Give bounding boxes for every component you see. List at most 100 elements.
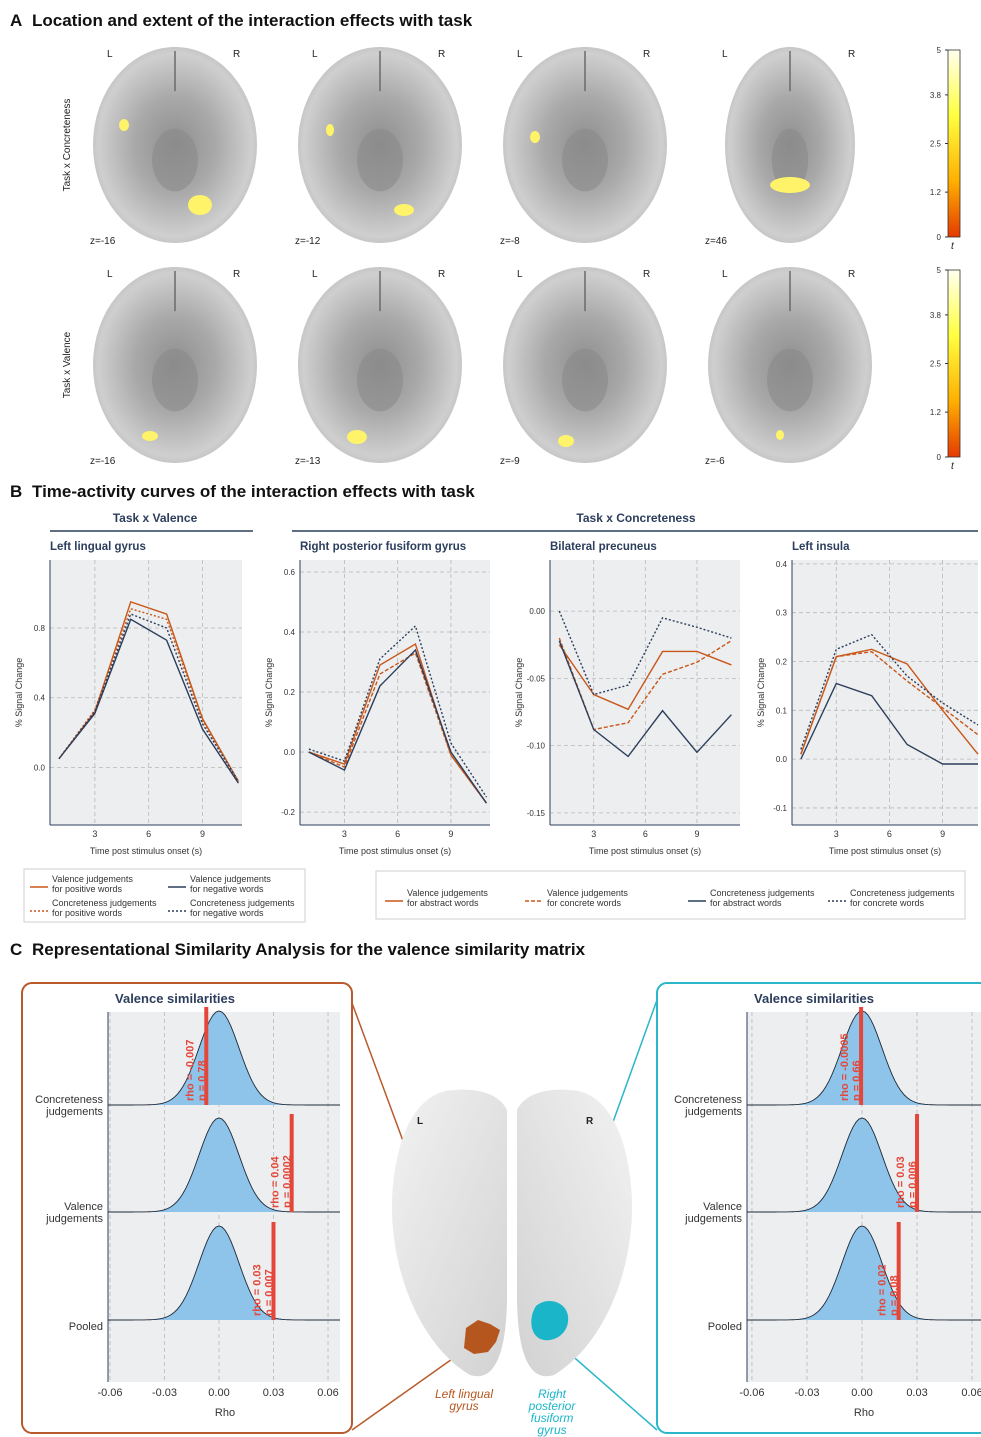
series-line [58, 618, 239, 784]
x-tick-label: -0.03 [794, 1387, 819, 1399]
p-label: p = 0.66 [851, 1060, 863, 1101]
left-label: L [107, 269, 113, 280]
colorbar-label: t [951, 461, 955, 472]
series-line [308, 651, 488, 804]
colorbar-tick-label: 0 [937, 453, 942, 462]
hemisphere-label: R [586, 1116, 594, 1127]
hemisphere [391, 1089, 507, 1377]
legend-label: Concreteness judgements for concrete word… [850, 888, 955, 908]
x-axis-label: Time post stimulus onset (s) [90, 846, 202, 856]
chart-title: Left lingual gyrus [50, 541, 146, 553]
null-distribution-outline [747, 1225, 981, 1321]
series-line [308, 624, 488, 798]
legend-box [23, 868, 306, 923]
brain-inner [357, 348, 403, 412]
series-line [558, 644, 732, 711]
brain-inner [562, 348, 608, 412]
row-label: Concreteness judgements [674, 1094, 742, 1118]
row-label: Valence judgements [45, 1201, 103, 1225]
series-line [558, 640, 732, 758]
y-tick-label: 0.4 [776, 560, 788, 569]
right-label: R [643, 49, 650, 60]
activation-blob [558, 435, 574, 447]
panel-letter: A [10, 11, 22, 30]
right-label: R [438, 49, 445, 60]
colorbar-tick-label: 5 [937, 266, 942, 275]
colorbar-tick-label: 0 [937, 233, 942, 242]
activation-blob [770, 177, 810, 193]
left-label: L [312, 269, 318, 280]
y-tick-label: 0.2 [776, 658, 788, 667]
series-line [308, 648, 488, 804]
rho-label: rho = 0.03 [895, 1156, 907, 1208]
plot-background [300, 560, 490, 825]
chart-title: Right posterior fusiform gyrus [300, 541, 466, 553]
x-tick-label: 6 [643, 829, 648, 839]
y-tick-label: 0.8 [34, 624, 46, 633]
y-axis-label: % Signal Change [264, 658, 274, 728]
panel-letter: B [10, 482, 22, 501]
plot-background [792, 560, 978, 825]
legend-box [375, 870, 966, 920]
colorbar [947, 49, 961, 238]
colorbar-tick-label: 3.8 [930, 91, 942, 100]
colorbar-tick-label: 2.5 [930, 140, 942, 149]
null-distribution-outline [747, 1117, 981, 1213]
group-label: Task x Concreteness [576, 511, 695, 525]
brain-inner [152, 128, 198, 192]
y-axis-label: % Signal Change [14, 658, 24, 728]
colorbar-label: t [951, 241, 955, 252]
left-label: L [722, 269, 728, 280]
x-axis-label: Time post stimulus onset (s) [589, 846, 701, 856]
chart-title: Valence similarities [115, 991, 235, 1006]
p-label: p = 0.007 [264, 1269, 276, 1316]
y-tick-label: 0.3 [776, 609, 788, 618]
colorbar-tick-label: 1.2 [930, 188, 942, 197]
connector [559, 1344, 658, 1431]
series-line [800, 633, 979, 750]
panel-letter: C [10, 940, 22, 959]
right-label: R [233, 49, 240, 60]
activation-blob [142, 431, 158, 441]
x-axis-label: Time post stimulus onset (s) [829, 846, 941, 856]
y-tick-label: -0.1 [773, 804, 787, 813]
panel-title: Time-activity curves of the interaction … [32, 482, 475, 501]
null-distribution [108, 1226, 340, 1320]
hemisphere-label: L [417, 1116, 423, 1127]
y-tick-label: 0.2 [284, 688, 296, 697]
x-axis-label: Rho [215, 1407, 235, 1419]
chart-title: Valence similarities [754, 991, 874, 1006]
colorbar [947, 269, 961, 458]
row-label: Concreteness judgements [35, 1094, 103, 1118]
slice-label: z=-8 [500, 236, 520, 247]
slice-label: z=-9 [500, 456, 520, 467]
y-tick-label: 0.4 [34, 694, 46, 703]
null-distribution-outline [108, 1117, 340, 1213]
slice-label: z=-16 [90, 236, 116, 247]
x-tick-label: 6 [887, 829, 892, 839]
x-tick-label: -0.03 [152, 1387, 177, 1399]
p-label: p = 0.006 [907, 1161, 919, 1208]
row-label: Pooled [708, 1321, 742, 1333]
x-tick-label: 6 [146, 829, 151, 839]
region-blob [464, 1320, 500, 1354]
slice-label: z=-13 [295, 456, 321, 467]
y-tick-label: 0.1 [776, 706, 788, 715]
x-tick-label: 0.00 [851, 1387, 872, 1399]
panel-title: Location and extent of the interaction e… [32, 11, 473, 30]
x-tick-label: 3 [834, 829, 839, 839]
slice-label: z=-6 [705, 456, 725, 467]
slice-label: z=-12 [295, 236, 321, 247]
colorbar-tick-label: 2.5 [930, 360, 942, 369]
x-axis-label: Time post stimulus onset (s) [339, 846, 451, 856]
legend-label: Concreteness judgements for abstract word… [710, 888, 815, 908]
y-tick-label: -0.2 [281, 808, 295, 817]
activation-blob [188, 195, 212, 215]
x-axis-label: Rho [854, 1407, 874, 1419]
x-tick-label: -0.06 [739, 1387, 764, 1399]
slice-label: z=46 [705, 236, 727, 247]
legend-label: Valence judgements for concrete words [547, 888, 628, 908]
rho-label: rho = -0.007 [184, 1040, 196, 1101]
zoom-box [21, 982, 353, 1434]
